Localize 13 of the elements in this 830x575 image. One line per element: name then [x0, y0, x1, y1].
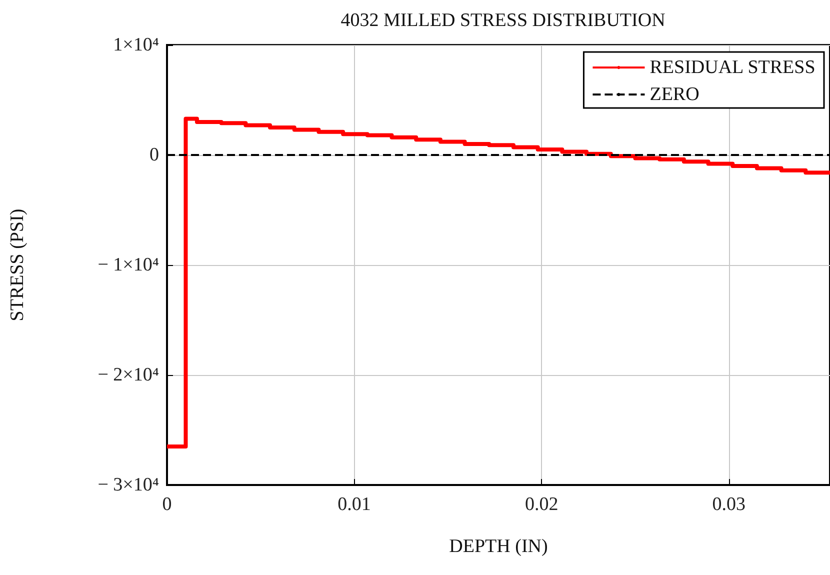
x-axis-title: DEPTH (IN) — [449, 536, 548, 557]
x-tick-label: 0.02 — [524, 494, 558, 515]
chart-title: 4032 MILLED STRESS DISTRIBUTION — [340, 10, 666, 31]
x-tick-label: 0.03 — [712, 494, 746, 515]
y-tick-label: − 3×10⁴ — [98, 474, 160, 496]
x-tick-label: 0.01 — [338, 494, 371, 515]
y-tick-label: 1×10⁴ — [113, 34, 160, 56]
legend-label: RESIDUAL STRESS — [650, 57, 816, 78]
y-tick-label: 0 — [150, 144, 159, 166]
legend-label: ZERO — [650, 84, 700, 105]
y-tick-label: − 1×10⁴ — [98, 254, 160, 276]
y-tick-label: − 2×10⁴ — [98, 364, 160, 386]
y-axis-title: STRESS (PSI) — [7, 208, 28, 322]
